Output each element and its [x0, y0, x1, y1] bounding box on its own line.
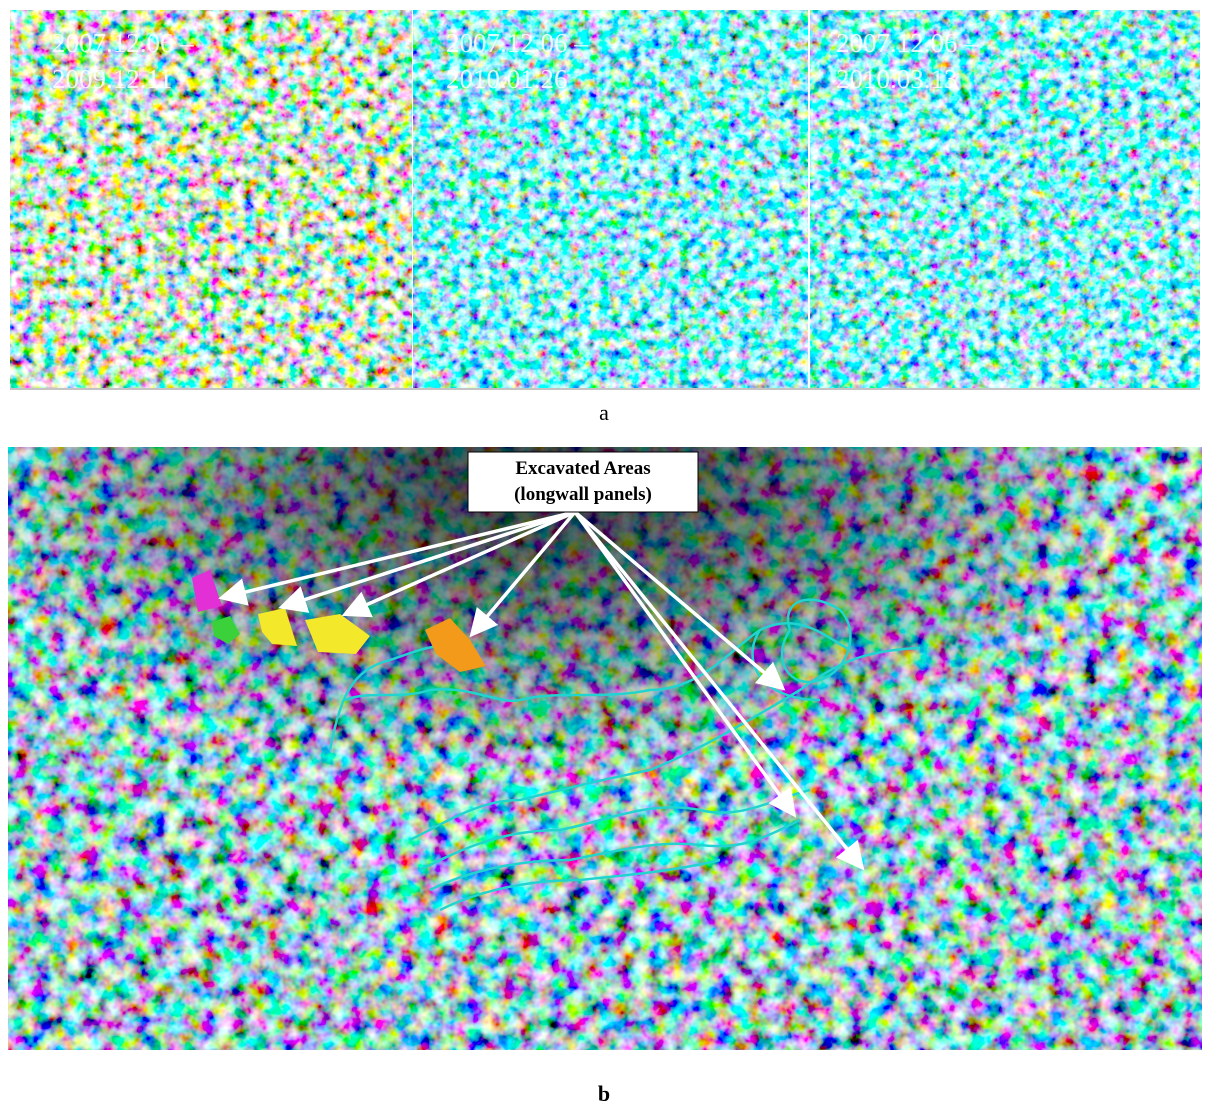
caption: a — [599, 400, 609, 425]
callout-text: (longwall panels) — [514, 484, 652, 505]
date-label: 2007.12.06 – — [446, 28, 588, 58]
panel-a: 2007.12.06 – 2009.12.11 2007.12.06 – 201… — [10, 10, 1200, 425]
caption: b — [598, 1081, 610, 1106]
date-label: 2007.12.06 – — [836, 28, 978, 58]
figure: 2007.12.06 – 2009.12.11 2007.12.06 – 201… — [0, 0, 1205, 1106]
date-label: 2007.12.06 – — [52, 28, 194, 58]
date-label: 2009.12.11 — [52, 64, 173, 94]
date-label: 2010.03.13 — [836, 64, 958, 94]
callout-text: Excavated Areas — [515, 458, 650, 479]
panel-b: Excavated Areas (longwall panels) b — [8, 447, 1202, 1106]
date-label: 2010.01.26 — [446, 64, 568, 94]
